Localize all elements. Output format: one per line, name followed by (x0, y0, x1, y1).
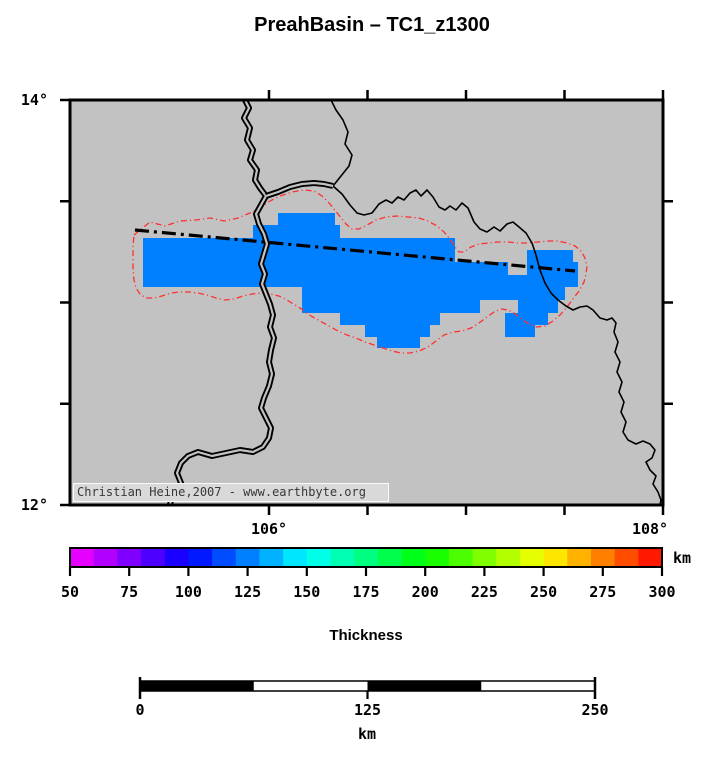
colorbar-segment (188, 548, 213, 567)
lat-label-14: 14° (20, 91, 48, 109)
colorbar-segment (93, 548, 118, 567)
colorbar-segment (259, 548, 284, 567)
basin-cell-row (143, 275, 578, 287)
colorbar-segment (141, 548, 166, 567)
lon-label-108: 108° (631, 520, 669, 538)
scalebar-unit: km (357, 725, 377, 743)
basin-cell-row (302, 300, 480, 313)
colorbar-segment (543, 548, 568, 567)
scalebar-tick-label: 125 (353, 701, 382, 719)
tributary-river-line (330, 100, 353, 187)
colorbar-tick-label: 275 (589, 583, 617, 601)
basin-cell-row (302, 287, 565, 300)
map-frame (68, 98, 665, 507)
basin-cell-row (505, 313, 548, 325)
basin-cell-row (377, 337, 420, 348)
colorbar-segment (283, 548, 308, 567)
colorbar-segment (235, 548, 261, 567)
colorbar-tick-label: 200 (411, 583, 439, 601)
scalebar-tick-label: 250 (581, 701, 609, 719)
figure-title: PreahBasin – TC1_z1300 (254, 14, 490, 36)
colorbar-segment (425, 548, 450, 567)
colorbar-tick-label: 225 (470, 583, 498, 601)
river-branch-inner (265, 181, 334, 198)
basin-cell-row (518, 300, 558, 313)
colorbar-tick-label: 75 (120, 583, 139, 601)
scalebar-tick-label: 0 (135, 701, 145, 719)
colorbar-segment (401, 548, 426, 567)
basin-cell-row (365, 325, 430, 337)
scalebar-black-segment (140, 681, 254, 691)
colorbar-segment (448, 548, 474, 567)
colorbar-unit: km (673, 549, 692, 567)
colorbar-tick-label: 250 (530, 583, 558, 601)
colorbar-ticks (68, 567, 664, 576)
distance-scalebar (138, 677, 597, 699)
basin-cell-row (278, 213, 335, 225)
basin-cell-row (253, 225, 340, 238)
basin-contour-line (132, 189, 588, 354)
colorbar-segment (519, 548, 545, 567)
colorbar-segment (638, 548, 663, 567)
colorbar-segment (377, 548, 403, 567)
colorbar-segment (164, 548, 189, 567)
colorbar-segment (306, 548, 332, 567)
colorbar-segment (330, 548, 355, 567)
colorbar-segment (212, 548, 237, 567)
basin-cell-row (527, 250, 573, 262)
colorbar-segment (117, 548, 142, 567)
colorbar-segment (472, 548, 497, 567)
lon-label-106: 106° (250, 520, 288, 538)
scalebar-black-segment (367, 681, 482, 691)
colorbar-segment (614, 548, 639, 567)
map-frame-ticks (60, 90, 673, 515)
colorbar-gradient (70, 548, 663, 567)
basin-thickness-cells (143, 213, 578, 348)
main-river-inner (168, 100, 276, 505)
colorbar-segment (590, 548, 616, 567)
colorbar-tick-label: 50 (60, 583, 80, 601)
colorbar-tick-label: 100 (174, 583, 202, 601)
basin-cell-row (505, 325, 535, 337)
border-river-thin-line (332, 185, 662, 505)
colorbar-tick-label: 300 (648, 583, 676, 601)
basin-cell-row (143, 262, 508, 275)
basin-cell-row (340, 313, 440, 325)
lat-label-12: 12° (20, 496, 48, 514)
colorbar-segment (496, 548, 521, 567)
colorbar-title: Thickness (329, 627, 403, 644)
profile-transect-line (134, 228, 576, 273)
colorbar-tick-label: 150 (293, 583, 321, 601)
basin-cell-row (527, 262, 578, 275)
colorbar-tick-label: 125 (234, 583, 262, 601)
colorbar-segment (354, 548, 379, 567)
colorbar-tick-label: 175 (352, 583, 380, 601)
watermark: Christian Heine,2007 - www.earthbyte.org (73, 483, 389, 502)
colorbar-segment (567, 548, 592, 567)
colorbar-segment (70, 548, 95, 567)
